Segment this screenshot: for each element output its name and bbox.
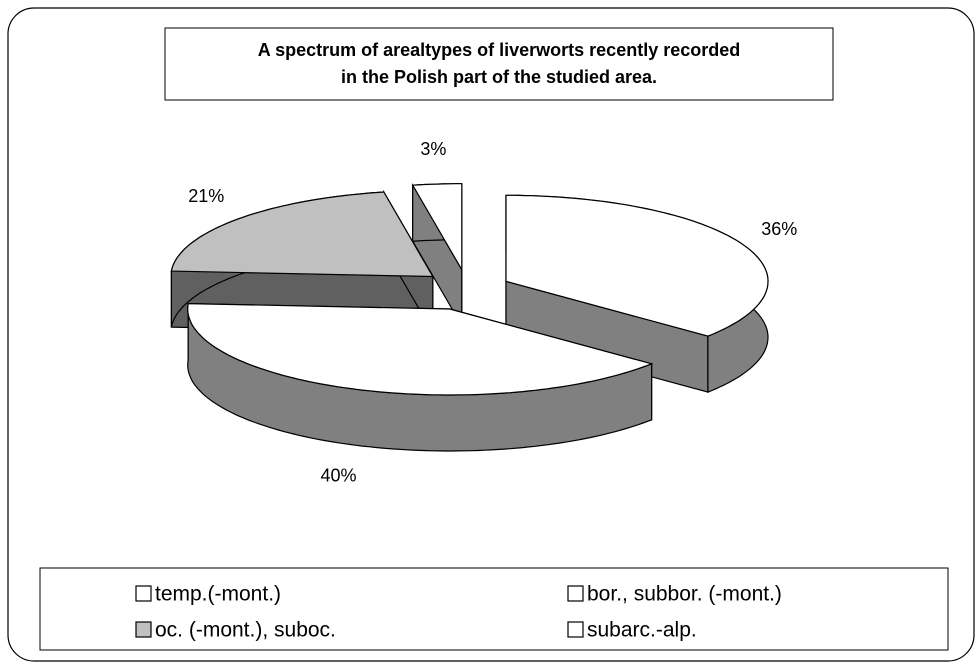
legend-label: subarc.-alp. (587, 619, 697, 642)
legend-label: temp.(-mont.) (155, 583, 281, 606)
legend-label: oc. (-mont.), suboc. (155, 619, 336, 642)
data-label: 36% (761, 219, 797, 239)
slice (187, 302, 654, 396)
legend-label: bor., subbor. (-mont.) (587, 583, 782, 606)
data-label: 21% (188, 186, 224, 206)
slice-group (505, 194, 769, 393)
chart-title: in the Polish part of the studied area. (341, 67, 657, 87)
legend-marker (135, 621, 152, 638)
slice (505, 194, 769, 337)
slice-group (411, 182, 463, 328)
legend-marker (567, 585, 584, 602)
slice (170, 191, 434, 278)
data-label: 40% (321, 465, 357, 485)
legend-marker (567, 621, 584, 638)
slice-group (170, 189, 434, 335)
data-label: 3% (420, 139, 446, 159)
legend-marker (135, 585, 152, 602)
slice (411, 183, 463, 272)
title-box (164, 27, 834, 101)
chart-title: A spectrum of arealtypes of liverworts r… (258, 40, 741, 60)
legend-box (39, 567, 949, 651)
slice-group (187, 302, 654, 452)
